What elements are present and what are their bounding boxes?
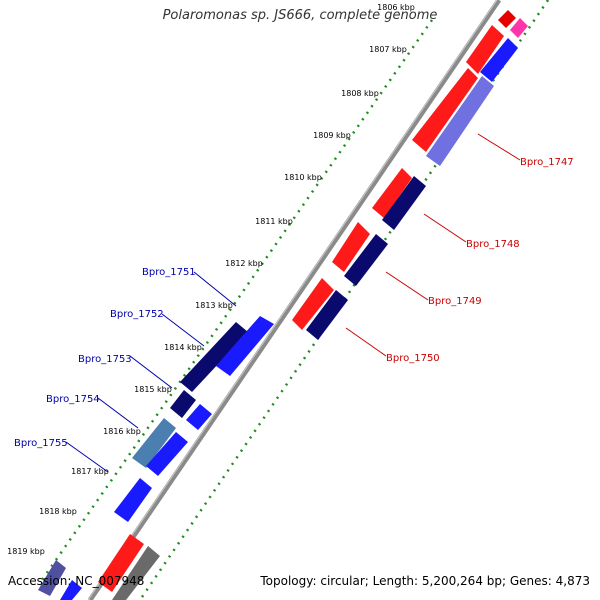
gene-arrow[interactable]: [60, 580, 82, 600]
tick-label: 1811 kbp: [255, 217, 293, 226]
reverse-gene-labels: Bpro_1751 Bpro_1752 Bpro_1753 Bpro_1754 …: [14, 267, 196, 449]
forward-gene-labels: Bpro_1747 Bpro_1748 Bpro_1749 Bpro_1750: [386, 157, 574, 364]
forward-genes: [292, 10, 516, 330]
tick-label: 1806 kbp: [377, 3, 415, 12]
gene-label[interactable]: Bpro_1748: [466, 239, 520, 250]
gene-label[interactable]: Bpro_1747: [520, 157, 574, 168]
gene-arrow[interactable]: [292, 278, 334, 330]
tick-label: 1816 kbp: [103, 427, 141, 436]
gene-arrow[interactable]: [466, 25, 504, 74]
gene-label[interactable]: Bpro_1752: [110, 309, 164, 320]
bottom-genes: [38, 534, 160, 600]
forward-inner-genes: [306, 18, 528, 340]
gene-arrow[interactable]: [372, 168, 412, 218]
genome-backbone: [87, 0, 502, 600]
gene-arrow[interactable]: [306, 290, 348, 340]
topology-text: Topology: circular; Length: 5,200,264 bp…: [260, 574, 590, 588]
gene-arrow[interactable]: [216, 316, 274, 376]
gene-arrow[interactable]: [38, 560, 66, 596]
tick-label: 1808 kbp: [341, 89, 379, 98]
tick-label: 1814 kbp: [164, 343, 202, 352]
gene-arrow[interactable]: [98, 534, 144, 592]
gene-label[interactable]: Bpro_1749: [428, 296, 482, 307]
forward-pointers: [345, 133, 521, 357]
tick-label: 1809 kbp: [313, 131, 351, 140]
reverse-genes: [114, 316, 274, 522]
gene-arrow[interactable]: [382, 176, 426, 230]
gene-arrow[interactable]: [170, 390, 196, 418]
tick-label: 1818 kbp: [39, 507, 77, 516]
map-title: Polaromonas sp. JS666, complete genome: [162, 8, 438, 23]
tick-label: 1819 kbp: [7, 547, 45, 556]
gene-arrow[interactable]: [114, 478, 152, 522]
gene-arrow[interactable]: [186, 404, 212, 430]
gene-arrow[interactable]: [412, 68, 478, 152]
gene-arrow[interactable]: [112, 546, 160, 600]
tick-label: 1817 kbp: [71, 467, 109, 476]
tick-labels: 1806 kbp 1807 kbp 1808 kbp 1809 kbp 1810…: [7, 3, 415, 556]
gene-arrow[interactable]: [180, 322, 248, 392]
reverse-pointers: [65, 271, 237, 473]
gene-label[interactable]: Bpro_1754: [46, 394, 100, 405]
tick-label: 1810 kbp: [284, 173, 322, 182]
accession-text: Accession: NC_007948: [8, 574, 145, 588]
gene-arrow[interactable]: [344, 234, 388, 286]
gene-arrow[interactable]: [426, 76, 494, 166]
tick-label: 1812 kbp: [225, 259, 263, 268]
gene-label[interactable]: Bpro_1755: [14, 438, 68, 449]
gene-label[interactable]: Bpro_1750: [386, 353, 440, 364]
gene-arrow[interactable]: [498, 10, 516, 28]
gene-arrow[interactable]: [480, 38, 518, 82]
tick-label: 1807 kbp: [369, 45, 407, 54]
tick-line-outer: [40, 19, 434, 581]
gene-arrow[interactable]: [146, 432, 188, 476]
tick-label: 1813 kbp: [195, 301, 233, 310]
gene-arrow[interactable]: [510, 18, 528, 38]
tick-label: 1815 kbp: [134, 385, 172, 394]
gene-arrow[interactable]: [132, 418, 176, 468]
gene-arrow[interactable]: [332, 222, 370, 272]
gene-label[interactable]: Bpro_1753: [78, 354, 132, 365]
gene-label[interactable]: Bpro_1751: [142, 267, 196, 278]
